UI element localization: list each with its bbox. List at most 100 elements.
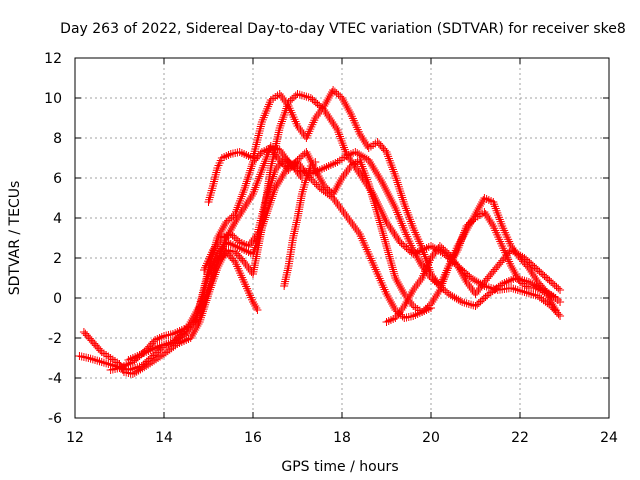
data-point bbox=[393, 178, 402, 187]
data-point bbox=[208, 182, 217, 190]
data-point bbox=[252, 304, 261, 312]
data-point bbox=[240, 183, 249, 192]
data-point bbox=[206, 191, 215, 200]
data-point bbox=[340, 153, 349, 162]
data-point bbox=[365, 184, 374, 193]
data-point bbox=[113, 364, 122, 373]
data-point bbox=[309, 160, 318, 168]
data-point bbox=[263, 189, 272, 198]
data-point bbox=[216, 156, 225, 165]
data-point bbox=[513, 286, 522, 294]
data-point bbox=[242, 179, 251, 188]
data-point bbox=[193, 306, 202, 314]
data-point bbox=[514, 276, 523, 284]
data-point bbox=[543, 275, 552, 283]
data-point bbox=[384, 250, 393, 259]
grid-lines bbox=[75, 58, 609, 418]
data-point bbox=[305, 154, 314, 162]
data-point bbox=[210, 177, 219, 186]
data-point bbox=[257, 120, 266, 129]
data-point bbox=[554, 310, 563, 319]
data-point bbox=[299, 183, 308, 192]
data-point bbox=[303, 150, 312, 158]
data-point bbox=[162, 340, 171, 348]
x-tick-label: 22 bbox=[511, 430, 529, 446]
data-point bbox=[385, 252, 394, 261]
data-point bbox=[443, 264, 452, 273]
data-point bbox=[323, 96, 332, 104]
data-point bbox=[322, 98, 331, 106]
y-tick-label: 12 bbox=[44, 51, 62, 67]
data-point bbox=[224, 231, 233, 239]
data-point bbox=[516, 251, 525, 260]
data-point bbox=[488, 220, 497, 228]
data-point bbox=[497, 219, 506, 228]
data-point bbox=[294, 170, 303, 178]
data-point bbox=[375, 218, 384, 227]
data-point bbox=[406, 312, 415, 321]
data-point bbox=[382, 186, 391, 194]
data-point bbox=[204, 198, 213, 206]
data-point bbox=[298, 187, 307, 196]
data-point bbox=[386, 298, 395, 306]
data-point bbox=[387, 261, 396, 270]
data-point bbox=[496, 281, 505, 290]
data-point bbox=[334, 90, 343, 99]
data-point bbox=[331, 159, 340, 167]
data-point bbox=[506, 239, 515, 248]
data-point bbox=[469, 214, 478, 222]
data-point bbox=[450, 293, 459, 302]
data-point bbox=[556, 286, 565, 294]
data-point bbox=[246, 194, 255, 202]
y-tick-label: 6 bbox=[53, 171, 62, 187]
data-point bbox=[415, 258, 424, 266]
data-point bbox=[269, 170, 278, 179]
data-point bbox=[166, 330, 175, 339]
data-point bbox=[386, 194, 395, 202]
data-point bbox=[209, 179, 218, 188]
data-point bbox=[415, 278, 424, 286]
data-point bbox=[388, 300, 397, 308]
data-point bbox=[281, 98, 290, 106]
data-point bbox=[102, 359, 111, 368]
data-point bbox=[505, 247, 514, 256]
data-point bbox=[207, 186, 216, 195]
data-point bbox=[362, 140, 371, 148]
data-point bbox=[379, 231, 388, 240]
data-point bbox=[343, 104, 352, 112]
data-point bbox=[469, 301, 478, 310]
data-point bbox=[157, 333, 166, 341]
data-point bbox=[312, 180, 321, 189]
data-point bbox=[304, 152, 313, 160]
data-point bbox=[317, 165, 326, 173]
data-point bbox=[248, 160, 257, 169]
data-point bbox=[321, 183, 330, 192]
data-point bbox=[85, 334, 94, 343]
data-point bbox=[256, 124, 265, 133]
data-point bbox=[522, 282, 531, 291]
data-point bbox=[452, 294, 461, 303]
data-point bbox=[426, 256, 435, 265]
data-point bbox=[518, 287, 527, 296]
data-point bbox=[104, 352, 113, 361]
data-point bbox=[264, 145, 273, 153]
data-point bbox=[414, 256, 423, 264]
data-point bbox=[393, 234, 402, 242]
data-point bbox=[330, 122, 339, 130]
data-point bbox=[289, 93, 298, 102]
data-point bbox=[276, 121, 285, 130]
data-point bbox=[268, 174, 277, 183]
data-point bbox=[210, 175, 219, 184]
data-point bbox=[387, 259, 396, 268]
series-track-6 bbox=[200, 154, 306, 274]
data-point bbox=[464, 300, 473, 308]
data-point bbox=[193, 322, 202, 330]
data-point bbox=[389, 302, 398, 310]
data-point bbox=[257, 168, 266, 177]
data-point bbox=[378, 227, 387, 236]
data-point bbox=[423, 303, 432, 312]
x-tick-label: 24 bbox=[600, 430, 618, 446]
data-point bbox=[214, 238, 223, 246]
data-point bbox=[324, 94, 333, 102]
